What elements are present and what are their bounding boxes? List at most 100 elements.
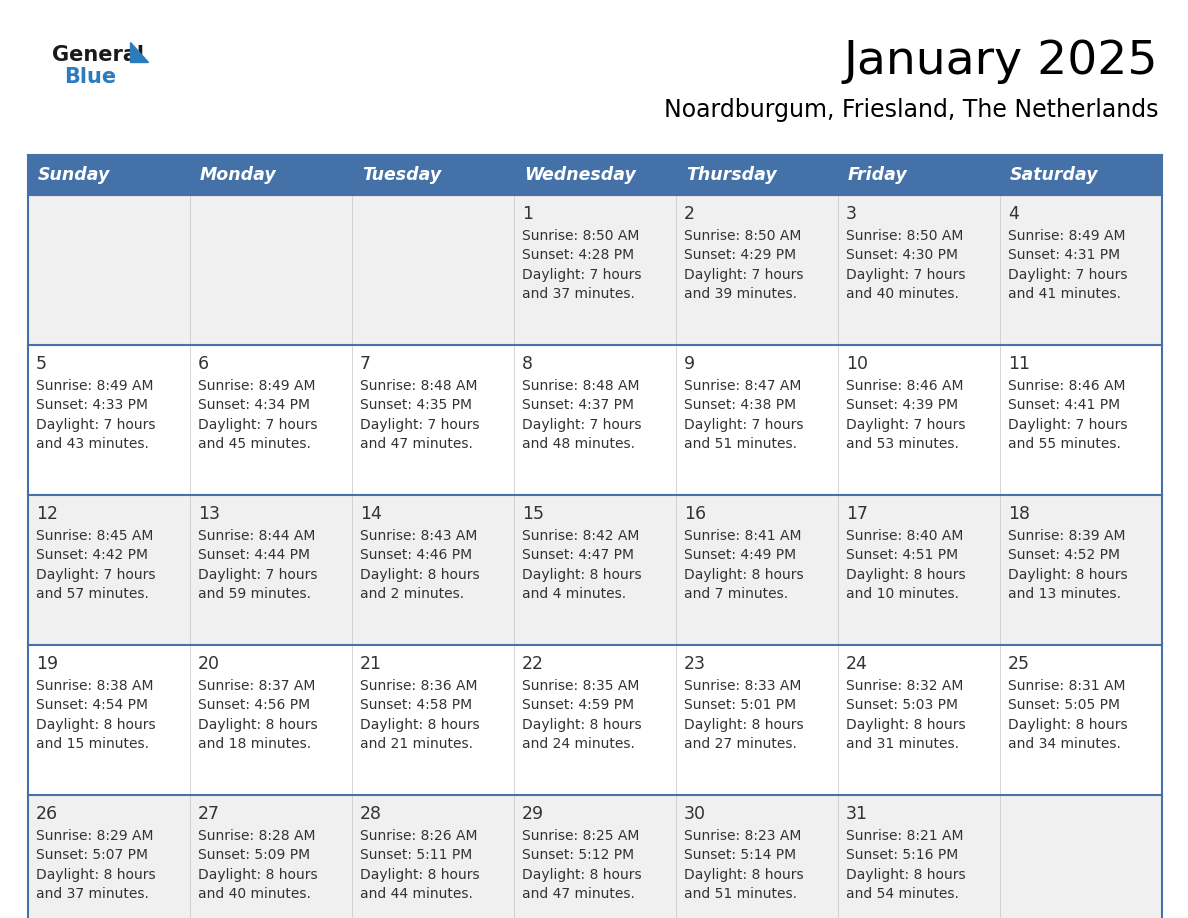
Text: and 10 minutes.: and 10 minutes. xyxy=(846,587,959,601)
Text: Sunrise: 8:46 AM: Sunrise: 8:46 AM xyxy=(1007,378,1125,393)
Text: Sunrise: 8:40 AM: Sunrise: 8:40 AM xyxy=(846,529,963,543)
Text: Sunset: 4:28 PM: Sunset: 4:28 PM xyxy=(522,248,634,262)
Text: 20: 20 xyxy=(198,655,220,673)
Text: Sunrise: 8:33 AM: Sunrise: 8:33 AM xyxy=(684,678,802,692)
Text: Sunset: 5:05 PM: Sunset: 5:05 PM xyxy=(1007,698,1120,712)
Text: Sunset: 4:52 PM: Sunset: 4:52 PM xyxy=(1007,548,1120,562)
Text: Blue: Blue xyxy=(64,67,116,87)
Text: Sunset: 5:07 PM: Sunset: 5:07 PM xyxy=(36,848,148,862)
Text: Daylight: 7 hours: Daylight: 7 hours xyxy=(360,418,480,431)
Text: Sunset: 4:56 PM: Sunset: 4:56 PM xyxy=(198,698,310,712)
Text: and 41 minutes.: and 41 minutes. xyxy=(1007,287,1121,301)
Text: 25: 25 xyxy=(1007,655,1030,673)
Text: and 18 minutes.: and 18 minutes. xyxy=(198,737,311,751)
Text: Saturday: Saturday xyxy=(1010,166,1099,184)
Text: and 34 minutes.: and 34 minutes. xyxy=(1007,737,1120,751)
Text: Sunrise: 8:25 AM: Sunrise: 8:25 AM xyxy=(522,829,639,843)
Text: Daylight: 8 hours: Daylight: 8 hours xyxy=(684,567,803,581)
Text: and 39 minutes.: and 39 minutes. xyxy=(684,287,797,301)
Text: and 40 minutes.: and 40 minutes. xyxy=(846,287,959,301)
Text: and 53 minutes.: and 53 minutes. xyxy=(846,437,959,451)
Text: and 4 minutes.: and 4 minutes. xyxy=(522,587,626,601)
Text: Sunset: 5:09 PM: Sunset: 5:09 PM xyxy=(198,848,310,862)
Text: Sunset: 5:11 PM: Sunset: 5:11 PM xyxy=(360,848,473,862)
Bar xyxy=(29,495,1162,645)
Text: Sunset: 4:42 PM: Sunset: 4:42 PM xyxy=(36,548,148,562)
Text: Sunrise: 8:37 AM: Sunrise: 8:37 AM xyxy=(198,678,315,692)
Text: Sunrise: 8:32 AM: Sunrise: 8:32 AM xyxy=(846,678,963,692)
Text: Sunday: Sunday xyxy=(38,166,110,184)
Text: Sunset: 4:44 PM: Sunset: 4:44 PM xyxy=(198,548,310,562)
Text: 15: 15 xyxy=(522,505,544,523)
Text: Sunset: 4:54 PM: Sunset: 4:54 PM xyxy=(36,698,148,712)
Text: 23: 23 xyxy=(684,655,706,673)
Text: and 31 minutes.: and 31 minutes. xyxy=(846,737,959,751)
Text: Daylight: 7 hours: Daylight: 7 hours xyxy=(522,418,642,431)
Text: Daylight: 8 hours: Daylight: 8 hours xyxy=(1007,567,1127,581)
Text: and 2 minutes.: and 2 minutes. xyxy=(360,587,465,601)
Text: Daylight: 7 hours: Daylight: 7 hours xyxy=(846,418,966,431)
Text: Daylight: 8 hours: Daylight: 8 hours xyxy=(522,567,642,581)
Text: Sunrise: 8:49 AM: Sunrise: 8:49 AM xyxy=(36,378,153,393)
Text: Sunrise: 8:50 AM: Sunrise: 8:50 AM xyxy=(522,229,639,242)
Text: Daylight: 8 hours: Daylight: 8 hours xyxy=(522,718,642,732)
Text: Sunset: 5:16 PM: Sunset: 5:16 PM xyxy=(846,848,959,862)
Text: January 2025: January 2025 xyxy=(843,39,1158,84)
Text: Sunrise: 8:43 AM: Sunrise: 8:43 AM xyxy=(360,529,478,543)
Text: Monday: Monday xyxy=(200,166,277,184)
Text: and 37 minutes.: and 37 minutes. xyxy=(36,887,148,901)
Text: Sunset: 4:51 PM: Sunset: 4:51 PM xyxy=(846,548,959,562)
Text: and 45 minutes.: and 45 minutes. xyxy=(198,437,311,451)
Text: 16: 16 xyxy=(684,505,706,523)
Text: Daylight: 8 hours: Daylight: 8 hours xyxy=(36,868,156,881)
Text: Daylight: 7 hours: Daylight: 7 hours xyxy=(36,567,156,581)
Text: Daylight: 7 hours: Daylight: 7 hours xyxy=(1007,418,1127,431)
Text: Sunset: 4:37 PM: Sunset: 4:37 PM xyxy=(522,398,634,412)
Text: Thursday: Thursday xyxy=(685,166,777,184)
Text: 21: 21 xyxy=(360,655,383,673)
Text: Daylight: 8 hours: Daylight: 8 hours xyxy=(1007,718,1127,732)
Text: 26: 26 xyxy=(36,805,58,823)
Bar xyxy=(29,195,1162,345)
Text: Sunrise: 8:41 AM: Sunrise: 8:41 AM xyxy=(684,529,802,543)
Text: and 47 minutes.: and 47 minutes. xyxy=(360,437,473,451)
Text: Sunrise: 8:36 AM: Sunrise: 8:36 AM xyxy=(360,678,478,692)
Text: Sunset: 4:38 PM: Sunset: 4:38 PM xyxy=(684,398,796,412)
Text: Sunrise: 8:49 AM: Sunrise: 8:49 AM xyxy=(1007,229,1125,242)
Text: 19: 19 xyxy=(36,655,58,673)
Text: Sunrise: 8:46 AM: Sunrise: 8:46 AM xyxy=(846,378,963,393)
Text: 5: 5 xyxy=(36,355,48,373)
Text: and 47 minutes.: and 47 minutes. xyxy=(522,887,634,901)
Text: 27: 27 xyxy=(198,805,220,823)
Text: Friday: Friday xyxy=(848,166,908,184)
Text: 18: 18 xyxy=(1007,505,1030,523)
Text: Daylight: 8 hours: Daylight: 8 hours xyxy=(846,868,966,881)
Bar xyxy=(29,155,1162,195)
Text: Sunrise: 8:45 AM: Sunrise: 8:45 AM xyxy=(36,529,153,543)
Text: Sunrise: 8:35 AM: Sunrise: 8:35 AM xyxy=(522,678,639,692)
Text: Sunrise: 8:50 AM: Sunrise: 8:50 AM xyxy=(684,229,802,242)
Text: and 27 minutes.: and 27 minutes. xyxy=(684,737,797,751)
Text: Sunrise: 8:38 AM: Sunrise: 8:38 AM xyxy=(36,678,153,692)
Text: Sunrise: 8:23 AM: Sunrise: 8:23 AM xyxy=(684,829,802,843)
Text: 30: 30 xyxy=(684,805,706,823)
Text: 28: 28 xyxy=(360,805,383,823)
Text: 6: 6 xyxy=(198,355,209,373)
Text: Sunrise: 8:48 AM: Sunrise: 8:48 AM xyxy=(360,378,478,393)
Text: Sunset: 5:12 PM: Sunset: 5:12 PM xyxy=(522,848,634,862)
Text: Daylight: 7 hours: Daylight: 7 hours xyxy=(846,267,966,282)
Text: Sunset: 5:03 PM: Sunset: 5:03 PM xyxy=(846,698,958,712)
Text: 11: 11 xyxy=(1007,355,1030,373)
Text: and 54 minutes.: and 54 minutes. xyxy=(846,887,959,901)
Text: Daylight: 8 hours: Daylight: 8 hours xyxy=(522,868,642,881)
Text: and 57 minutes.: and 57 minutes. xyxy=(36,587,148,601)
Text: Sunrise: 8:50 AM: Sunrise: 8:50 AM xyxy=(846,229,963,242)
Text: and 37 minutes.: and 37 minutes. xyxy=(522,287,634,301)
Text: Wednesday: Wednesday xyxy=(524,166,636,184)
Text: Sunset: 4:35 PM: Sunset: 4:35 PM xyxy=(360,398,472,412)
Text: General: General xyxy=(52,45,144,65)
Text: and 44 minutes.: and 44 minutes. xyxy=(360,887,473,901)
Text: 22: 22 xyxy=(522,655,544,673)
Text: Daylight: 8 hours: Daylight: 8 hours xyxy=(684,868,803,881)
Text: 10: 10 xyxy=(846,355,868,373)
